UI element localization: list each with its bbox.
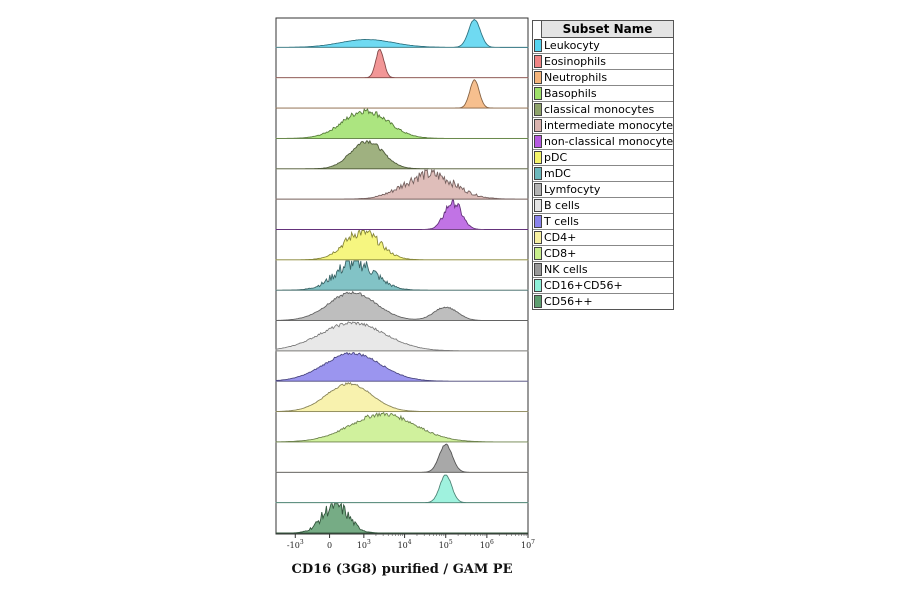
legend-items: Leukocyty Eosinophils Neutrophils Basophils… [533, 38, 673, 309]
legend-item: Eosinophils [533, 53, 673, 69]
x-tick-label: 105 [439, 539, 453, 550]
legend-item: pDC [533, 149, 673, 165]
legend: Subset Name Leukocyty Eosinophils Neutroph… [532, 20, 674, 310]
legend-label: CD56++ [544, 295, 593, 308]
legend-item: non-classical monocytes [533, 133, 673, 149]
legend-item: B cells [533, 197, 673, 213]
legend-swatch [534, 71, 542, 84]
legend-label: Basophils [544, 87, 597, 100]
histogram-non-classical-monocytes [275, 199, 529, 230]
legend-item: Leukocyty [533, 38, 673, 53]
histogram-lanes [275, 18, 529, 534]
histogram-basophils [275, 107, 529, 139]
legend-label: mDC [544, 167, 571, 180]
legend-title: Subset Name [541, 21, 673, 38]
legend-swatch [534, 151, 542, 164]
legend-swatch [534, 199, 542, 212]
histogram-b-cells [275, 321, 529, 352]
x-axis-ticks: -103 0 103 104 105 106 107 [287, 534, 535, 550]
legend-label: T cells [544, 215, 579, 228]
legend-label: B cells [544, 199, 580, 212]
legend-swatch [534, 167, 542, 180]
legend-swatch [534, 103, 542, 116]
legend-item: Basophils [533, 85, 673, 101]
histogram-intermediate-monocytes [275, 168, 529, 200]
histogram-eosinophils [275, 48, 529, 79]
legend-item: CD4+ [533, 229, 673, 245]
legend-item: intermediate monocytes [533, 117, 673, 133]
legend-swatch [534, 183, 542, 196]
legend-label: Lymfocyty [544, 183, 601, 196]
histogram-mdc [275, 260, 529, 291]
legend-swatch [534, 231, 542, 244]
x-tick-label: 104 [398, 539, 412, 550]
legend-swatch [534, 279, 542, 292]
legend-label: classical monocytes [544, 103, 655, 116]
histogram-cd56- [276, 502, 528, 534]
x-tick-label: 106 [480, 539, 494, 550]
histogram-nk-cells [275, 443, 529, 473]
histogram-neutrophils [275, 79, 529, 109]
legend-label: Neutrophils [544, 71, 608, 84]
legend-label: CD4+ [544, 231, 577, 244]
legend-swatch [534, 247, 542, 260]
legend-label: Eosinophils [544, 55, 606, 68]
histogram-cd8- [275, 411, 529, 443]
legend-swatch [534, 119, 542, 132]
legend-label: intermediate monocytes [544, 119, 673, 132]
legend-item: CD16+CD56+ [533, 277, 673, 293]
legend-swatch [534, 263, 542, 276]
legend-item: T cells [533, 213, 673, 229]
legend-item: Lymfocyty [533, 181, 673, 197]
histogram-classical-monocytes [275, 139, 529, 170]
legend-swatch [534, 215, 542, 228]
legend-label: NK cells [544, 263, 588, 276]
histogram-pdc [275, 229, 529, 261]
legend-label: pDC [544, 151, 568, 164]
plot-frame [275, 17, 529, 535]
histogram-cd16-cd56- [275, 474, 529, 504]
legend-swatch [534, 55, 542, 68]
legend-swatch [534, 295, 542, 308]
legend-swatch [534, 135, 542, 148]
legend-label: CD8+ [544, 247, 577, 260]
legend-swatch [534, 39, 542, 52]
legend-item: Neutrophils [533, 69, 673, 85]
legend-item: CD8+ [533, 245, 673, 261]
legend-label: CD16+CD56+ [544, 279, 623, 292]
x-tick-label: 0 [327, 541, 332, 550]
legend-swatch [534, 87, 542, 100]
x-axis-label: CD16 (3G8) purified / GAM PE [291, 562, 513, 577]
x-tick-label: 103 [357, 539, 371, 550]
legend-item: CD56++ [533, 293, 673, 309]
x-tick-label: -103 [287, 539, 304, 550]
legend-item: mDC [533, 165, 673, 181]
legend-item: classical monocytes [533, 101, 673, 117]
legend-label: non-classical monocytes [544, 135, 673, 148]
x-tick-label: 107 [521, 539, 535, 550]
histogram-lymfocyty [275, 290, 529, 321]
histogram-leukocyty [275, 18, 529, 48]
histogram-t-cells [275, 351, 529, 382]
histogram-cd4- [275, 381, 529, 413]
legend-item: NK cells [533, 261, 673, 277]
legend-label: Leukocyty [544, 39, 600, 52]
